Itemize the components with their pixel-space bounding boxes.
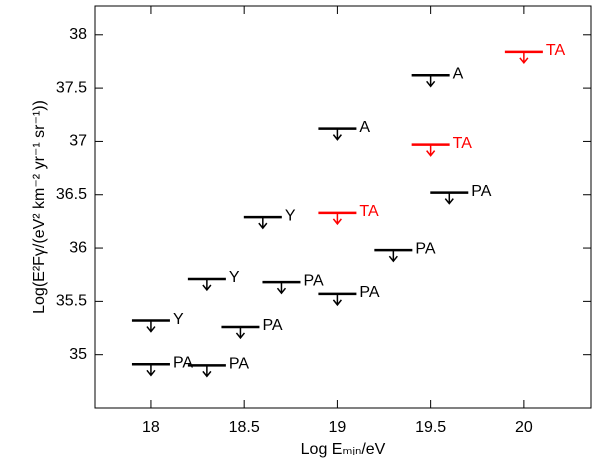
x-tick-label: 18.5 xyxy=(229,419,260,436)
x-axis-label: Log Eₘᵢₙ/eV xyxy=(301,441,386,458)
limit-arrow xyxy=(519,51,529,65)
limit-arrow xyxy=(426,144,436,157)
limit-arrow xyxy=(388,250,398,263)
point-label: A xyxy=(453,66,464,83)
point-label: PA xyxy=(262,317,282,334)
point-label: TA xyxy=(359,203,379,220)
point-label: PA xyxy=(229,356,249,373)
limit-arrow xyxy=(276,282,287,295)
point-label: Y xyxy=(285,207,296,224)
point-label: Y xyxy=(229,269,240,286)
y-tick-label: 35 xyxy=(69,346,87,363)
point-label: TA xyxy=(546,42,566,59)
x-tick-label: 19 xyxy=(329,419,347,436)
limit-arrow xyxy=(235,326,246,340)
y-tick-label: 38 xyxy=(69,26,87,43)
limit-arrow xyxy=(426,75,436,88)
point-label: PA xyxy=(303,272,323,289)
y-tick-label: 36.5 xyxy=(56,186,87,203)
x-tick-label: 19.5 xyxy=(415,419,446,436)
limit-arrow xyxy=(146,364,156,377)
y-axis-label: Log(E²Fγ/(eV² km⁻² yr⁻¹ sr⁻¹)) xyxy=(31,100,48,314)
y-tick-label: 37 xyxy=(69,133,87,150)
limit-arrow xyxy=(332,293,342,307)
limit-arrow xyxy=(444,192,454,205)
point-label: PA xyxy=(359,284,379,301)
x-tick-label: 20 xyxy=(515,419,533,436)
point-label: PA xyxy=(415,240,435,257)
y-tick-label: 36 xyxy=(69,239,87,256)
limit-arrow xyxy=(332,212,342,226)
point-label: A xyxy=(359,119,370,136)
plot-frame xyxy=(94,5,592,409)
limit-arrow xyxy=(146,320,156,333)
point-label: PA xyxy=(173,354,193,371)
y-tick-label: 35.5 xyxy=(56,293,87,310)
point-label: PA xyxy=(471,183,491,200)
point-label: Y xyxy=(173,311,184,328)
limit-arrow xyxy=(202,365,212,378)
y-tick-label: 37.5 xyxy=(56,79,87,96)
x-tick-label: 18 xyxy=(142,419,160,436)
limit-arrow xyxy=(202,278,212,292)
limit-arrow xyxy=(332,128,342,141)
point-label: TA xyxy=(453,135,473,152)
limit-arrow xyxy=(258,217,268,230)
